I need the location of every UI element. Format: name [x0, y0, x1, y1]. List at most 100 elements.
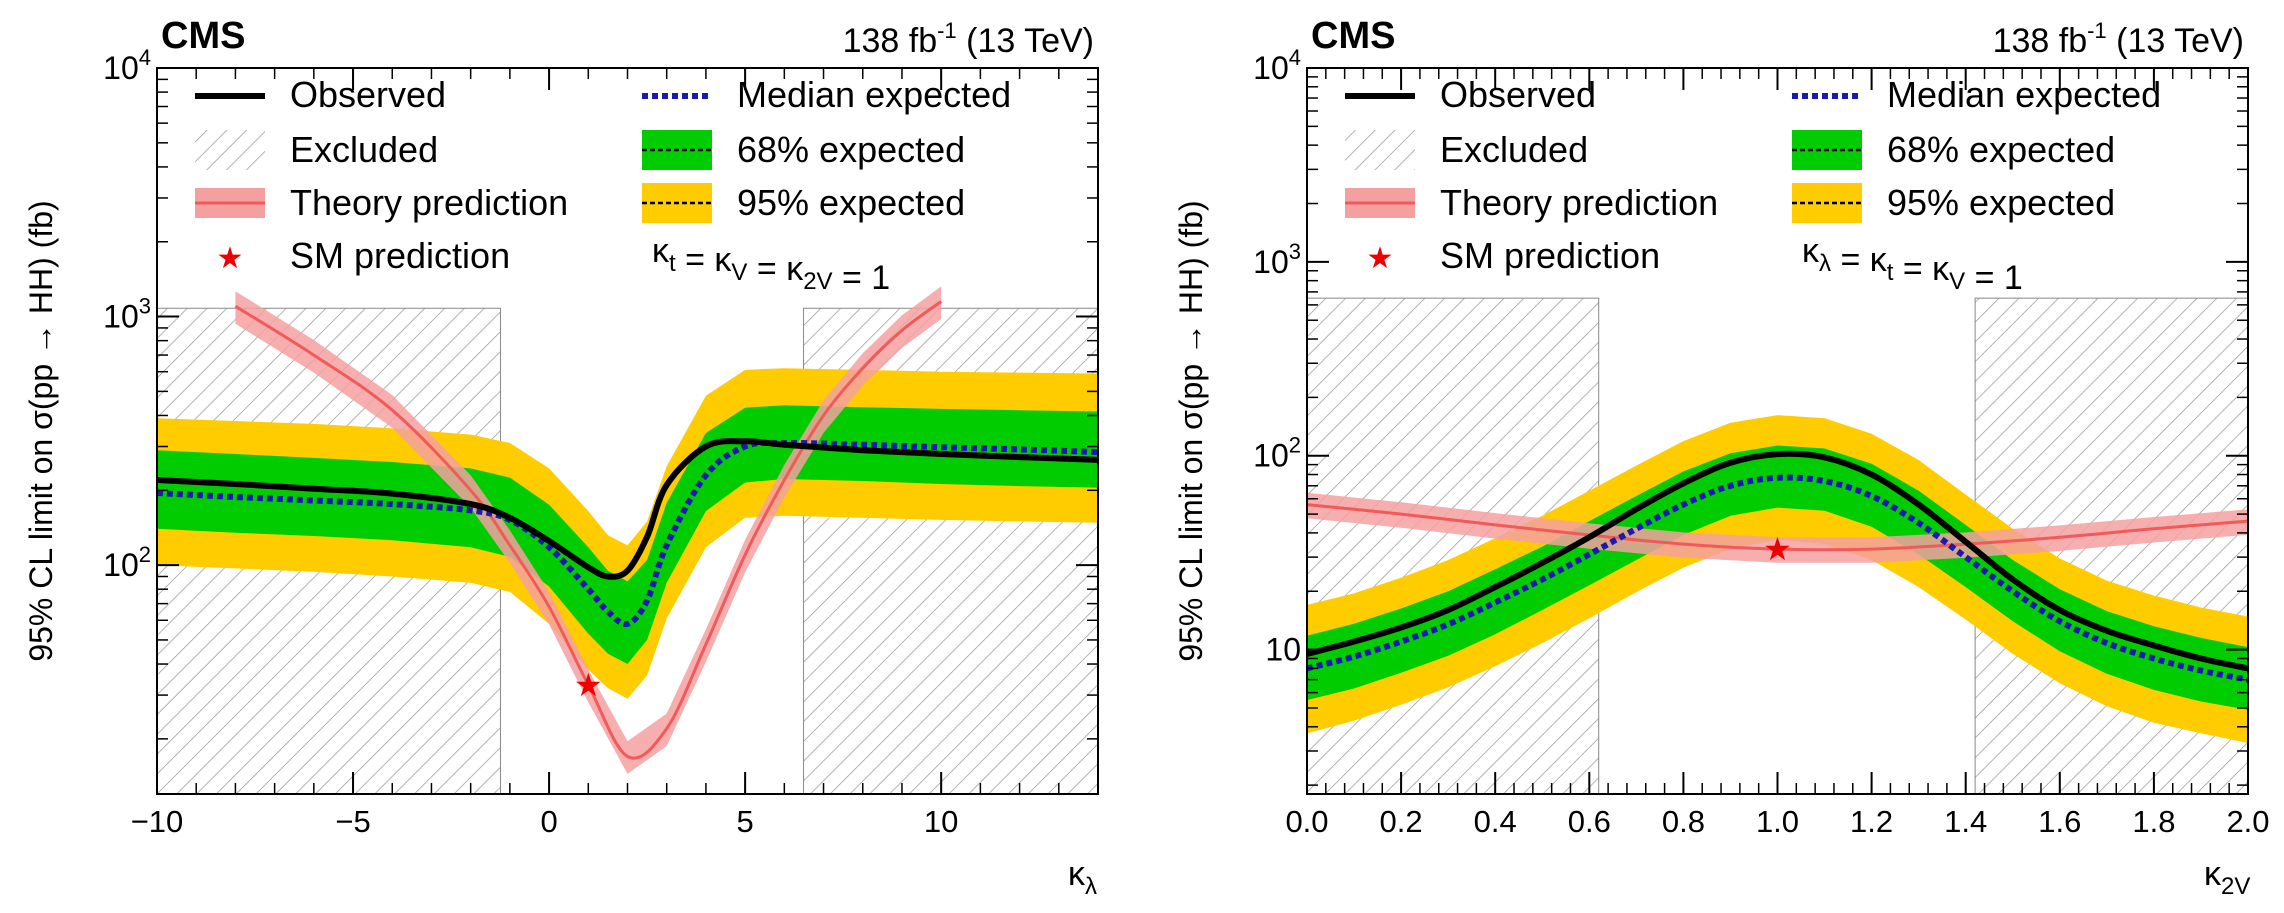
x-tick-label: 1.4 — [1944, 804, 1987, 839]
constraint-symbol: κ — [1932, 250, 1950, 288]
y-tick-label: 104 — [1253, 45, 1301, 86]
constraint-symbol: κ — [1870, 241, 1888, 279]
constraint-symbol: κ — [786, 250, 804, 288]
constraint-subscript: V — [731, 259, 747, 286]
lumi-value: 138 fb — [1993, 22, 2088, 60]
y-tick-label: 104 — [103, 45, 151, 86]
x-tick-label: 1.0 — [1756, 804, 1799, 839]
legend-95-label: 95% expected — [737, 182, 965, 223]
x-axis-label-symbol: κ — [1068, 855, 1086, 893]
constraint-symbol: κ — [714, 241, 732, 279]
legend-excluded-label: Excluded — [1440, 129, 1588, 170]
sm-prediction-star: ★ — [1763, 531, 1792, 567]
legend-median-label: Median expected — [737, 74, 1011, 115]
theory-band — [235, 286, 942, 774]
y-tick-label: 102 — [1253, 433, 1301, 474]
y-axis-label: 95% CL limit on σ(pp → HH) (fb) — [1173, 200, 1209, 661]
x-tick-label: 1.6 — [2038, 804, 2081, 839]
y-tick-label: 103 — [1253, 239, 1301, 280]
y-tick-label: 102 — [103, 542, 151, 583]
x-tick-label: 0.6 — [1568, 804, 1611, 839]
y-tick-base: 10 — [1253, 50, 1289, 86]
x-tick-label: 1.2 — [1850, 804, 1893, 839]
y-tick-exponent: 4 — [139, 45, 151, 70]
legend-sm-label: SM prediction — [1440, 235, 1660, 276]
x-tick-label: 0.2 — [1380, 804, 1423, 839]
energy-label: (13 TeV) — [2107, 22, 2244, 60]
x-axis-label-subscript: 2V — [2221, 873, 2250, 900]
plot-area: ★ — [1307, 297, 2248, 794]
constraint-operator: = 1 — [833, 259, 891, 297]
y-tick-base: 10 — [103, 299, 139, 335]
lumi-label: 138 fb-1 (13 TeV) — [1993, 18, 2244, 60]
legend-95-label: 95% expected — [1887, 182, 2115, 223]
legend-observed-label: Observed — [290, 74, 446, 115]
experiment-label: CMS — [1311, 15, 1395, 57]
x-tick-label: −5 — [335, 804, 370, 839]
constraint-operator: = — [676, 241, 715, 279]
y-tick-base: 10 — [103, 547, 139, 583]
y-tick-label: 10 — [1265, 632, 1301, 668]
constraint-label: κt = κV = κ2V = 1 — [652, 232, 890, 297]
lumi-exponent: -1 — [2087, 18, 2107, 43]
constraint-subscript: 2V — [803, 268, 832, 295]
x-tick-label: 1.8 — [2132, 804, 2175, 839]
y-tick-exponent: 2 — [1289, 433, 1301, 458]
constraint-operator: = — [747, 250, 786, 288]
legend: Observed Excluded Theory prediction ★ SM pre… — [1345, 74, 2161, 297]
constraint-operator: = — [1831, 241, 1870, 279]
x-axis-label-subscript: λ — [1085, 873, 1097, 900]
x-tick-label: 0.8 — [1662, 804, 1705, 839]
x-tick-label: 0.0 — [1285, 804, 1328, 839]
x-tick-label: 10 — [924, 804, 958, 839]
x-tick-label: −10 — [131, 804, 184, 839]
y-tick-base: 10 — [1253, 438, 1289, 474]
legend: Observed Excluded Theory prediction ★ SM pre… — [195, 74, 1011, 297]
y-tick-base: 10 — [103, 50, 139, 86]
experiment-label: CMS — [161, 15, 245, 57]
constraint-label: κλ = κt = κV = 1 — [1802, 232, 2023, 297]
y-tick-base: 10 — [1253, 244, 1289, 280]
legend-excluded-swatch — [195, 130, 265, 170]
constraint-symbol: κ — [652, 232, 670, 270]
legend-sm-star: ★ — [1367, 242, 1394, 275]
x-tick-label: 5 — [737, 804, 754, 839]
theory-line — [234, 300, 943, 760]
band-68-expected — [1307, 445, 2248, 710]
sm-prediction-star: ★ — [574, 667, 603, 703]
theory-band — [1307, 492, 2248, 563]
median-expected-line — [157, 439, 1098, 628]
x-tick-label: 0.4 — [1474, 804, 1517, 839]
y-tick-base: 10 — [1265, 632, 1301, 668]
constraint-subscript: λ — [1819, 250, 1831, 277]
plot-area: ★ — [157, 286, 1098, 794]
observed-line — [1307, 450, 2248, 672]
band-68-expected — [157, 405, 1098, 664]
y-tick-exponent: 4 — [1289, 45, 1301, 70]
lumi-exponent: -1 — [937, 18, 957, 43]
energy-label: (13 TeV) — [957, 22, 1094, 60]
legend-68-label: 68% expected — [1887, 129, 2115, 170]
y-tick-exponent: 3 — [1289, 239, 1301, 264]
constraint-operator: = — [1893, 250, 1932, 288]
legend-excluded-label: Excluded — [290, 129, 438, 170]
x-axis-label-symbol: κ — [2204, 855, 2222, 893]
constraint-subscript: V — [1949, 268, 1965, 295]
constraint-subscript: t — [669, 250, 676, 277]
lumi-value: 138 fb — [843, 22, 938, 60]
constraint-symbol: κ — [1802, 232, 1820, 270]
median-expected-line — [1307, 474, 2248, 683]
x-tick-label: 0 — [540, 804, 557, 839]
legend-sm-label: SM prediction — [290, 235, 510, 276]
x-axis-label: κ2V — [2204, 855, 2250, 900]
legend-observed-label: Observed — [1440, 74, 1596, 115]
x-tick-label: 2.0 — [2226, 804, 2269, 839]
y-tick-label: 103 — [103, 294, 151, 335]
y-axis-label: 95% CL limit on σ(pp → HH) (fb) — [23, 200, 59, 661]
x-axis-label: κλ — [1068, 855, 1097, 900]
lumi-label: 138 fb-1 (13 TeV) — [843, 18, 1094, 60]
constraint-subscript: t — [1887, 259, 1894, 286]
y-tick-exponent: 2 — [139, 542, 151, 567]
